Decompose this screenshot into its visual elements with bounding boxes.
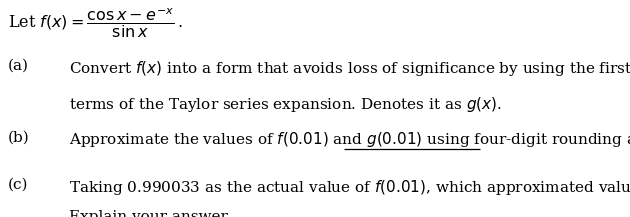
- Text: Let $f(x)=\dfrac{\cos x - e^{-x}}{\sin x}\,.$: Let $f(x)=\dfrac{\cos x - e^{-x}}{\sin x…: [8, 7, 183, 40]
- Text: Explain your answer.: Explain your answer.: [69, 210, 231, 217]
- Text: Convert $f(x)$ into a form that avoids loss of significance by using the first t: Convert $f(x)$ into a form that avoids l…: [69, 59, 630, 78]
- Text: Approximate the values of $f(0.01)$ and $g(0.01)$ using four-digit rounding arit: Approximate the values of $f(0.01)$ and …: [69, 130, 630, 149]
- Text: (c): (c): [8, 178, 29, 192]
- Text: (b): (b): [8, 130, 30, 144]
- Text: Taking 0.990033 as the actual value of $f(0.01)$, which approximated value in (b: Taking 0.990033 as the actual value of $…: [69, 178, 630, 197]
- Text: terms of the Taylor series expansion. Denotes it as $g(x)$.: terms of the Taylor series expansion. De…: [69, 95, 503, 115]
- Text: (a): (a): [8, 59, 29, 73]
